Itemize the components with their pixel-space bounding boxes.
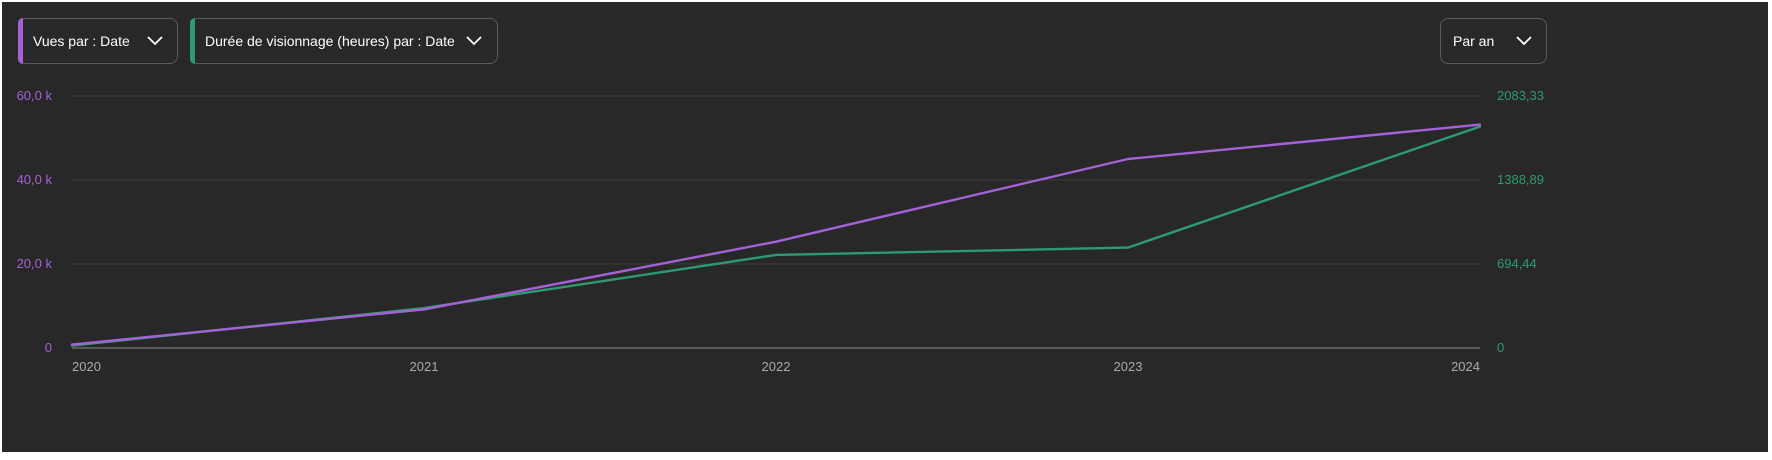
series-line-views [70, 123, 1482, 346]
x-tick-label: 2023 [1114, 359, 1143, 374]
metric-watch-time-label: Durée de visionnage (heures) par : Date [205, 33, 455, 49]
metric-watch-time-dropdown[interactable]: Durée de visionnage (heures) par : Date [190, 18, 498, 64]
x-tick-label: 2024 [1451, 359, 1480, 374]
period-dropdown[interactable]: Par an [1440, 18, 1547, 64]
metric-views-dropdown[interactable]: Vues par : Date [18, 18, 178, 64]
chevron-down-icon [466, 36, 482, 46]
chevron-down-icon [147, 36, 163, 46]
chevron-down-icon [1516, 36, 1532, 46]
y-right-tick-label: 694,44 [1497, 256, 1537, 271]
y-left-tick-label: 20,0 k [17, 256, 53, 271]
y-left-tick-label: 60,0 k [17, 88, 53, 103]
watch-time-color-marker [190, 18, 195, 64]
x-tick-label: 2020 [72, 359, 101, 374]
y-left-tick-label: 0 [45, 340, 52, 355]
series-line-watch-time [70, 125, 1482, 347]
y-right-tick-label: 0 [1497, 340, 1504, 355]
y-right-tick-label: 1388,89 [1497, 172, 1544, 187]
chart-panel [2, 2, 1768, 452]
x-tick-label: 2021 [410, 359, 439, 374]
views-color-marker [18, 18, 23, 64]
y-left-tick-label: 40,0 k [17, 172, 53, 187]
metric-views-label: Vues par : Date [33, 33, 130, 49]
x-tick-label: 2022 [762, 359, 791, 374]
period-label: Par an [1453, 33, 1495, 49]
y-right-tick-label: 2083,33 [1497, 88, 1544, 103]
